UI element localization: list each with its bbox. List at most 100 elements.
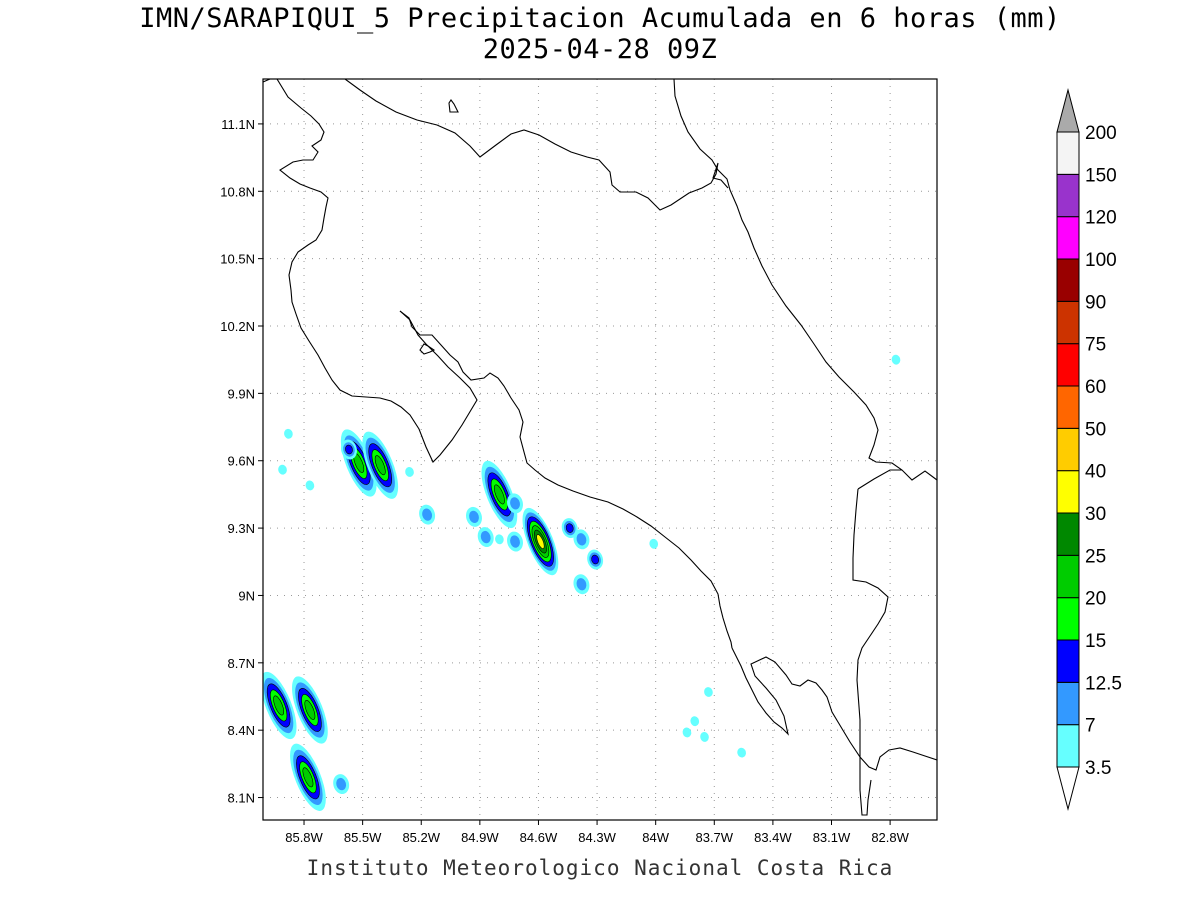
precip-cell <box>333 774 350 795</box>
lon-tick-label: 85.2W <box>402 830 440 845</box>
colorbar-label: 15 <box>1085 631 1106 652</box>
precip-contour <box>305 480 315 491</box>
precip-cell <box>573 574 590 595</box>
precip-cell <box>737 747 746 758</box>
colorbar-swatch <box>1056 554 1080 599</box>
lat-tick-label: 9.6N <box>228 454 255 469</box>
lon-tick-label: 84.3W <box>578 830 616 845</box>
precip-contour <box>405 467 414 477</box>
colorbar-swatch <box>1056 385 1080 429</box>
lon-tick-label: 82.8W <box>871 830 909 845</box>
precip-contour <box>510 497 520 510</box>
precip-contour <box>284 428 293 439</box>
colorbar-min-arrow <box>1056 766 1080 811</box>
lon-tick-label: 84.6W <box>520 830 558 845</box>
lon-tick-label: 83.7W <box>695 830 733 845</box>
precip-cell <box>561 518 578 539</box>
lat-tick-label: 8.7N <box>228 656 255 671</box>
colorbar-label: 150 <box>1085 165 1117 186</box>
colorbar-swatch <box>1056 512 1080 556</box>
precip-cell <box>290 743 326 811</box>
colorbar-label: 3.5 <box>1085 758 1111 779</box>
precip-contour <box>273 695 285 716</box>
precip-cell <box>682 727 692 738</box>
precip-contour <box>495 534 504 545</box>
precip-cell <box>700 732 709 742</box>
precip-contour <box>278 464 287 475</box>
precip-contour <box>302 767 314 788</box>
colorbar-label: 100 <box>1085 250 1117 271</box>
lat-tick-label: 10.5N <box>220 252 255 267</box>
precip-contour <box>682 727 692 738</box>
precip-contour <box>576 578 587 591</box>
colorbar-label: 40 <box>1085 462 1106 483</box>
precip-cell <box>278 464 287 475</box>
colorbar-label: 60 <box>1085 377 1106 398</box>
precip-cell <box>292 676 328 744</box>
precip-cell <box>477 527 494 548</box>
colorbar-label: 30 <box>1085 504 1106 525</box>
precip-contour <box>591 554 599 565</box>
latitude-axis-labels: 11.1N 10.8N 10.5N 10.2N 9.9N 9.6N 9.3N 9N 8.7N 8.… <box>220 117 263 806</box>
colorbar-label: 12.5 <box>1085 673 1122 694</box>
precip-cell <box>263 671 297 740</box>
colorbar-swatch <box>1056 724 1080 768</box>
precip-contour <box>565 523 574 533</box>
lat-tick-label: 11.1N <box>221 117 255 132</box>
lon-tick-label: 85.8W <box>285 830 323 845</box>
colorbar-label: 75 <box>1085 335 1106 356</box>
precip-cell <box>419 504 436 525</box>
precip-cell <box>481 460 518 529</box>
precip-contour <box>480 530 491 544</box>
precip-contour <box>374 455 386 476</box>
precip-contour <box>493 484 505 505</box>
precip-cell <box>507 493 524 514</box>
precip-contour <box>576 533 587 546</box>
map-title: IMN/SARAPIQUI_5 Precipitacion Acumulada … <box>139 3 1061 34</box>
precip-cell <box>587 549 604 570</box>
precip-cell <box>573 529 590 550</box>
precip-contour <box>304 700 316 720</box>
precip-contour <box>469 510 479 523</box>
colorbar-label: 25 <box>1085 546 1106 567</box>
lon-tick-label: 83.4W <box>754 830 792 845</box>
colorbar-legend: 3.5 7 12.5 15 20 25 30 40 50 60 75 90 100 120 150 200 <box>1056 88 1122 811</box>
precip-contour <box>536 534 545 549</box>
colorbar-label: 90 <box>1085 292 1106 313</box>
colorbar-swatch <box>1056 173 1080 218</box>
precip-cell <box>649 538 659 549</box>
precip-cell <box>522 507 559 576</box>
colorbar-swatch <box>1056 343 1080 387</box>
precip-cell <box>340 439 357 460</box>
lat-tick-label: 9.9N <box>228 386 255 401</box>
precip-contour <box>345 444 353 455</box>
precip-cell <box>362 431 399 499</box>
precip-cell <box>284 428 293 439</box>
colorbar-label: 120 <box>1085 208 1117 229</box>
precip-contour <box>510 535 520 548</box>
precip-contour <box>649 538 659 549</box>
colorbar-label: 200 <box>1085 123 1117 144</box>
precipitation-field <box>263 354 901 811</box>
precip-contour <box>737 747 746 758</box>
colorbar-swatch <box>1056 597 1080 641</box>
colorbar-swatch <box>1056 427 1080 472</box>
colorbar-swatch <box>1056 216 1080 260</box>
precip-cell <box>704 687 713 697</box>
lat-tick-label: 10.2N <box>220 319 255 334</box>
lat-tick-label: 9.3N <box>228 521 255 536</box>
lat-tick-label: 9N <box>238 588 255 603</box>
precip-contour <box>690 716 700 727</box>
precip-contour <box>422 508 433 521</box>
precip-cell <box>466 506 482 527</box>
lat-tick-label: 10.8N <box>220 184 255 199</box>
colorbar-swatch <box>1056 639 1080 683</box>
precip-cell <box>507 531 524 552</box>
colorbar-swatch <box>1056 470 1080 514</box>
map-datetime: 2025-04-28 09Z <box>482 34 718 65</box>
institution-footer: Instituto Meteorologico Nacional Costa R… <box>306 856 894 880</box>
precip-cell <box>690 716 700 727</box>
colorbar-swatch <box>1056 131 1080 175</box>
colorbar-label: 7 <box>1085 716 1096 737</box>
